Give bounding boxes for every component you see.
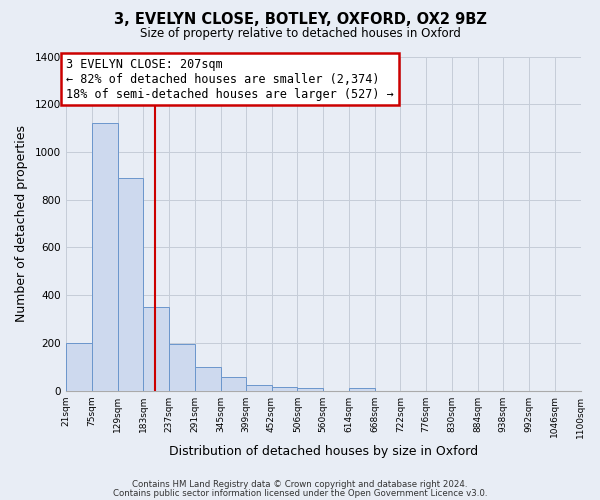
Text: 3, EVELYN CLOSE, BOTLEY, OXFORD, OX2 9BZ: 3, EVELYN CLOSE, BOTLEY, OXFORD, OX2 9BZ	[113, 12, 487, 28]
Text: Contains HM Land Registry data © Crown copyright and database right 2024.: Contains HM Land Registry data © Crown c…	[132, 480, 468, 489]
Bar	[349, 388, 374, 390]
Bar	[169, 344, 195, 391]
Text: Size of property relative to detached houses in Oxford: Size of property relative to detached ho…	[140, 28, 460, 40]
X-axis label: Distribution of detached houses by size in Oxford: Distribution of detached houses by size …	[169, 444, 478, 458]
Y-axis label: Number of detached properties: Number of detached properties	[15, 125, 28, 322]
Bar	[118, 178, 143, 390]
Bar	[221, 378, 246, 390]
Bar	[66, 343, 92, 390]
Bar	[92, 124, 118, 390]
Bar	[195, 366, 221, 390]
Bar	[143, 307, 169, 390]
Text: Contains public sector information licensed under the Open Government Licence v3: Contains public sector information licen…	[113, 488, 487, 498]
Bar	[246, 384, 272, 390]
Bar	[297, 388, 323, 390]
Text: 3 EVELYN CLOSE: 207sqm
← 82% of detached houses are smaller (2,374)
18% of semi-: 3 EVELYN CLOSE: 207sqm ← 82% of detached…	[66, 58, 394, 100]
Bar	[272, 387, 297, 390]
